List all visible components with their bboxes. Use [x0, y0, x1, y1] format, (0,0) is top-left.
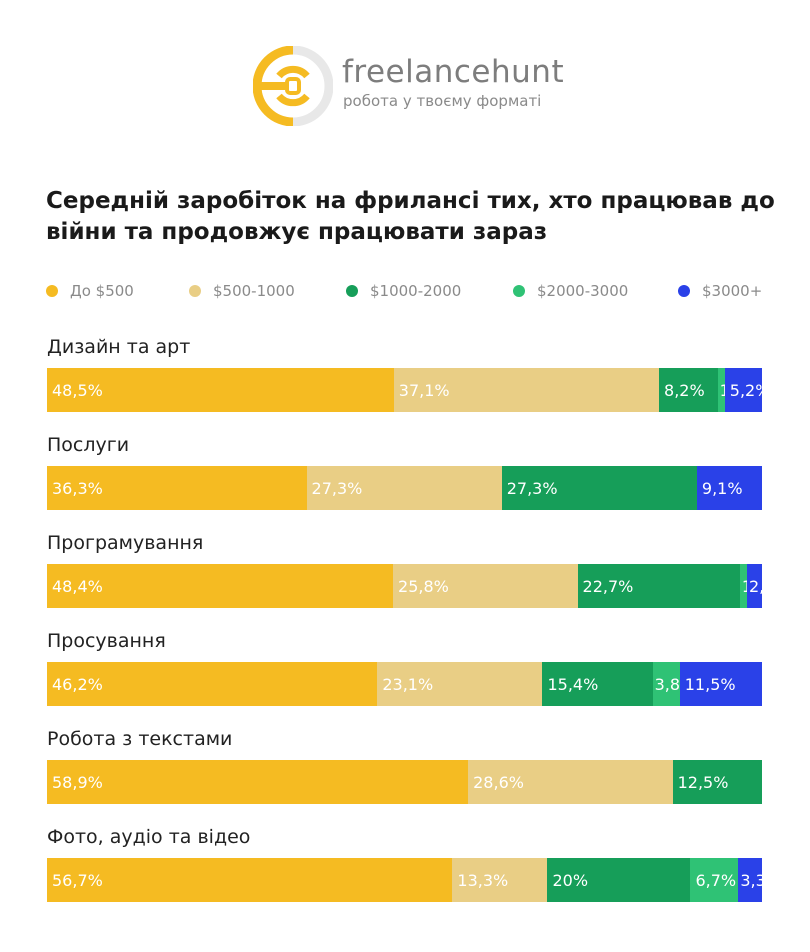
bar-segment: 11,5% — [679, 662, 762, 706]
category-label: Просування — [47, 630, 166, 652]
bar-segment: 6,7% — [690, 858, 739, 902]
bar-segment: 56,7% — [47, 858, 453, 902]
legend-item: До $500 — [46, 282, 134, 300]
bar-segment: 8,2% — [659, 368, 718, 412]
legend-item: $2000-3000 — [513, 282, 628, 300]
legend-item: $500-1000 — [189, 282, 295, 300]
legend-dot-icon — [513, 285, 525, 297]
bar-segment: 46,2% — [47, 662, 378, 706]
bar-segment: 1% — [717, 368, 725, 412]
freelancehunt-logo-icon — [253, 46, 333, 126]
bar-segment: 12,5% — [672, 760, 762, 804]
bar-segment: 3,8% — [652, 662, 680, 706]
bar-segment: 13,3% — [452, 858, 548, 902]
bar-segment: 22,7% — [577, 564, 740, 608]
bar-segment: 37,1% — [393, 368, 660, 412]
stacked-bar: 56,7%13,3%20%6,7%3,3% — [47, 858, 762, 902]
category-label: Фото, аудіо та відео — [47, 826, 251, 848]
bar-segment: 23,1% — [377, 662, 543, 706]
legend-dot-icon — [46, 285, 58, 297]
legend-item: $3000+ — [678, 282, 762, 300]
stacked-bar: 48,5%37,1%8,2%1%5,2% — [47, 368, 762, 412]
stacked-bar: 58,9% 28,6% 12,5% — [47, 760, 762, 804]
category-label: Робота з текстами — [47, 728, 233, 750]
legend-label: $2000-3000 — [537, 282, 629, 300]
logo: freelancehunt робота у твоєму форматі — [253, 46, 583, 126]
bar-segment: 48,5% — [47, 368, 394, 412]
bar-segment: 3,3% — [738, 858, 762, 902]
stacked-bar: 36,3% 27,3% 27,3% 9,1% — [47, 466, 762, 510]
bar-segment: 2,1% — [746, 564, 762, 608]
legend-item: $1000-2000 — [346, 282, 461, 300]
legend-label: $500-1000 — [213, 282, 295, 300]
bar-segment: 20% — [547, 858, 691, 902]
legend: До $500 $500-1000 $1000-2000 $2000-3000 $300… — [46, 282, 776, 304]
bar-segment: 58,9% — [47, 760, 469, 804]
bar-segment: 1% — [739, 564, 747, 608]
legend-dot-icon — [189, 285, 201, 297]
legend-label: $1000-2000 — [370, 282, 462, 300]
legend-label: До $500 — [70, 282, 134, 300]
category-label: Послуги — [47, 434, 130, 456]
bar-segment: 9,1% — [696, 466, 762, 510]
category-label: Програмування — [47, 532, 204, 554]
bar-segment: 36,3% — [47, 466, 307, 510]
logo-brand: freelancehunt — [342, 54, 565, 90]
legend-dot-icon — [678, 285, 690, 297]
stacked-bar: 46,2%23,1%15,4%3,8%11,5% — [47, 662, 762, 706]
bar-segment: 28,6% — [468, 760, 673, 804]
chart-title: Середній заробіток на фрилансі тих, хто … — [46, 188, 775, 245]
bar-segment: 27,3% — [501, 466, 697, 510]
bar-segment: 25,8% — [393, 564, 578, 608]
legend-label: $3000+ — [702, 282, 763, 300]
logo-tagline: робота у твоєму форматі — [343, 92, 542, 110]
legend-dot-icon — [346, 285, 358, 297]
category-label: Дизайн та арт — [47, 336, 191, 358]
bar-segment: 5,2% — [724, 368, 762, 412]
stacked-bar: 48,4%25,8%22,7%1%2,1% — [47, 564, 762, 608]
bar-segment: 27,3% — [306, 466, 502, 510]
bar-segment: 48,4% — [47, 564, 394, 608]
bar-segment: 15,4% — [542, 662, 653, 706]
